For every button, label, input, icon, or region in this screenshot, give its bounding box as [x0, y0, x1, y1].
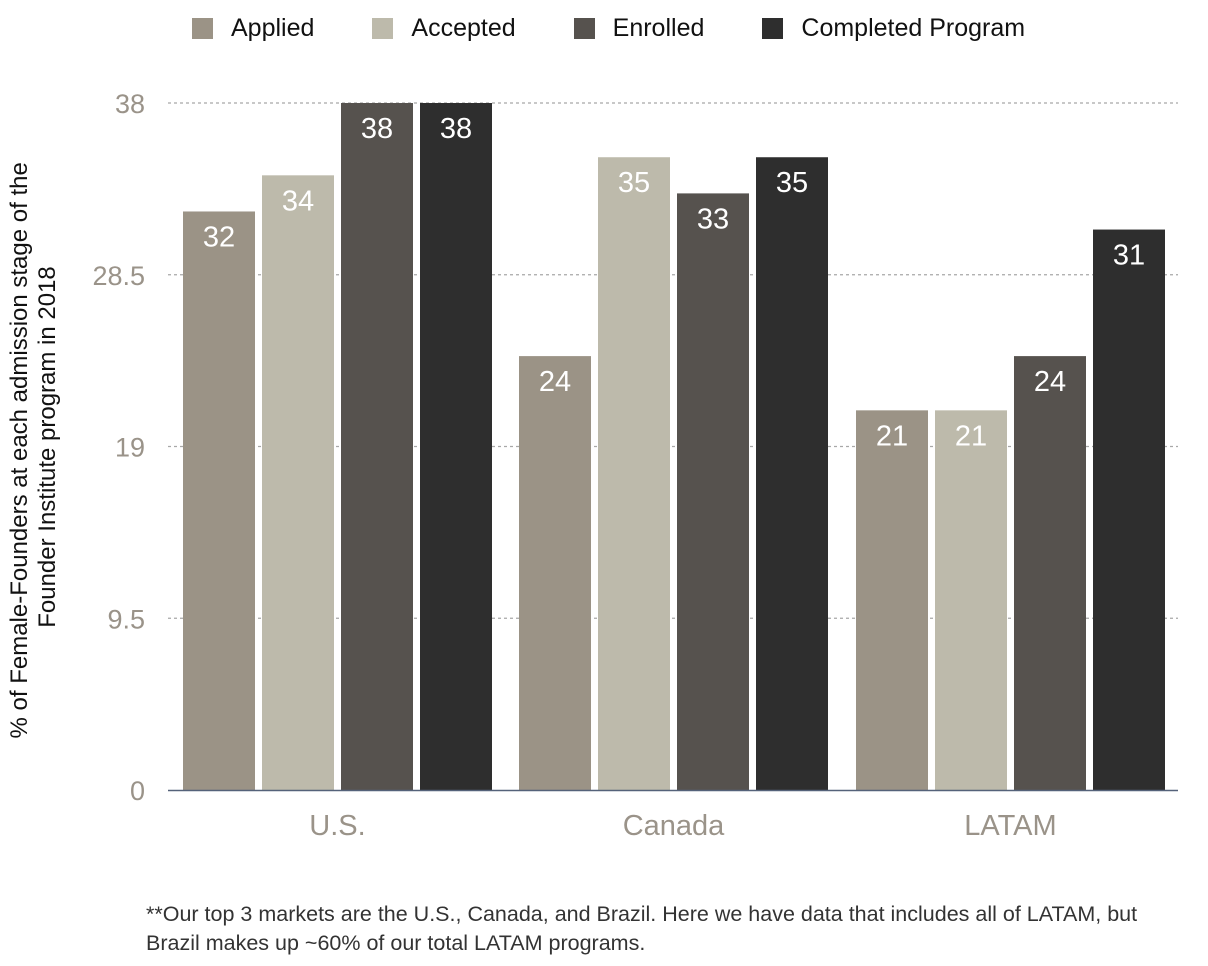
data-label: 35	[618, 167, 650, 199]
y-axis-title-line-1: % of Female-Founders at each admission s…	[6, 162, 33, 738]
bar-us-applied	[183, 211, 255, 790]
bar-canada-enrolled	[677, 193, 749, 791]
bar-us-enrolled	[341, 103, 413, 790]
data-label: 24	[539, 366, 571, 398]
legend-item-accepted: Accepted	[372, 13, 516, 43]
bar-us-completed-program	[420, 103, 492, 790]
legend-swatch	[372, 17, 394, 39]
data-label: 35	[776, 167, 808, 199]
bar-canada-accepted	[598, 157, 670, 791]
data-label: 24	[1034, 366, 1066, 398]
data-label: 21	[876, 420, 908, 452]
legend-item-applied: Applied	[192, 14, 314, 43]
data-label: 38	[440, 113, 472, 145]
gridlines	[168, 102, 1178, 619]
bar-latam-enrolled	[1014, 356, 1086, 790]
legend-label: Completed Program	[801, 13, 1026, 42]
legend-swatch	[192, 17, 213, 39]
legend-swatch	[762, 17, 784, 39]
data-label: 31	[1113, 240, 1145, 272]
legend-item-enrolled: Enrolled	[573, 13, 705, 43]
y-axis-title-line-2: Founder Institute program in 2018	[34, 266, 61, 628]
x-category-labels: U.S. Canada LATAM	[309, 810, 1056, 842]
data-label: 21	[955, 420, 987, 452]
y-tick-label: 28.5	[92, 261, 145, 291]
bars: 32 34 38 38 24 35 33 35 21 21 24 31	[183, 103, 1165, 791]
bar-us-accepted	[262, 175, 334, 790]
y-tick-label: 0	[130, 776, 145, 806]
legend-item-completed-program: Completed Program	[762, 14, 1025, 43]
data-label: 38	[361, 113, 393, 145]
x-category-label: U.S.	[309, 810, 365, 842]
legend-label: Applied	[231, 13, 315, 42]
bar-canada-applied	[519, 356, 591, 790]
y-tick-label: 9.5	[107, 604, 145, 634]
legend-label: Accepted	[411, 13, 516, 42]
bar-latam-accepted	[935, 410, 1007, 790]
bar-chart: 32 34 38 38 24 35 33 35 21 21 24 31 0 9.5 19 28.5 38 U.…	[6, 89, 1178, 842]
data-label: 32	[203, 221, 235, 253]
x-category-label: LATAM	[964, 810, 1056, 842]
bar-latam-completed-program	[1093, 229, 1165, 791]
bar-canada-completed-program	[756, 157, 828, 791]
y-axis-title: % of Female-Founders at each admission s…	[6, 156, 61, 739]
x-category-label: Canada	[623, 810, 725, 842]
legend-swatch	[573, 17, 595, 39]
legend: Applied Accepted Enrolled Completed Program	[192, 12, 1025, 44]
y-tick-labels: 0 9.5 19 28.5 38	[92, 89, 145, 806]
bar-latam-applied	[856, 410, 928, 790]
y-tick-label: 38	[115, 89, 145, 119]
y-tick-label: 19	[115, 433, 145, 463]
legend-label: Enrolled	[612, 13, 705, 42]
data-label: 34	[282, 185, 314, 217]
footnote: **Our top 3 markets are the U.S., Canada…	[146, 902, 1138, 955]
data-label: 33	[697, 203, 729, 235]
